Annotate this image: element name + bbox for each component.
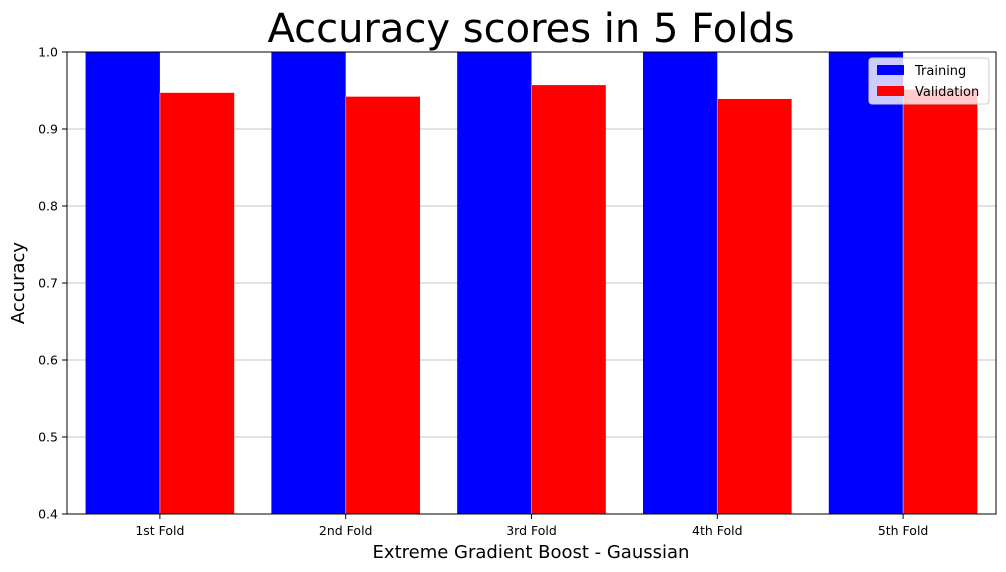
x-tick-label-1: 1st Fold: [135, 523, 184, 538]
bar-training-4: [642, 52, 718, 514]
plot-frame: [66, 51, 997, 515]
bar-validation-1: [159, 92, 235, 514]
legend-label-training: Training: [914, 64, 966, 79]
chart-title: Accuracy scores in 5 Folds: [267, 6, 794, 52]
y-tick-label-1: 0.5: [38, 430, 58, 445]
bar-training-3: [457, 52, 532, 514]
legend-label-validation: Validation: [915, 85, 979, 100]
y-tick-label-4: 0.8: [38, 199, 58, 214]
x-axis-label: Extreme Gradient Boost - Gaussian: [373, 542, 690, 563]
x-tick-label-5: 5th Fold: [878, 523, 929, 538]
y-axis-label: Accuracy: [8, 242, 29, 325]
bar-validation-4: [717, 98, 792, 514]
y-tick-label-6: 1.0: [38, 45, 58, 60]
bar-validation-5: [903, 89, 978, 514]
y-tick-label-2: 0.6: [38, 353, 58, 368]
bar-training-2: [271, 52, 346, 514]
bar-training-1: [85, 52, 160, 514]
x-tick-label-4: 4th Fold: [692, 523, 743, 538]
y-tick-label-5: 0.9: [38, 122, 58, 137]
y-axis-ticks: 0.4 0.5 0.6 0.7 0.8 0.9 1.0: [38, 45, 67, 522]
x-tick-label-3: 3rd Fold: [506, 523, 557, 538]
y-tick-label-3: 0.7: [38, 276, 58, 291]
legend-swatch-training: [877, 65, 904, 75]
x-axis-ticks: 1st Fold 2nd Fold 3rd Fold 4th Fold 5th Fold: [135, 514, 928, 538]
bar-validation-2: [345, 96, 421, 514]
bars: [85, 52, 978, 515]
legend-swatch-validation: [877, 86, 904, 96]
y-tick-label-0: 0.4: [38, 507, 58, 522]
legend: Training Validation: [868, 57, 990, 105]
bar-training-5: [828, 52, 904, 514]
x-tick-label-2: 2nd Fold: [319, 523, 373, 538]
bar-validation-3: [531, 85, 606, 515]
